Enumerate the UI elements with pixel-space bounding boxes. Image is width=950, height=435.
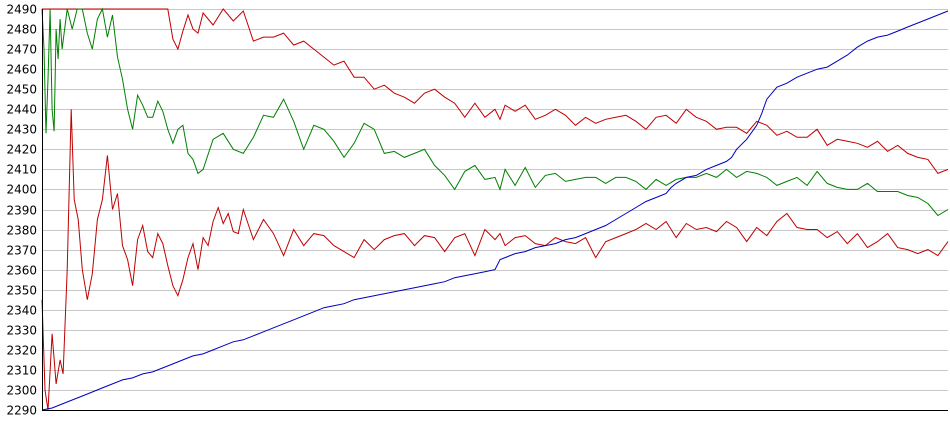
grid-lines	[42, 9, 948, 411]
y-tick-label: 2300	[6, 384, 37, 398]
series-line-4	[41, 10, 949, 411]
y-tick-label: 2460	[6, 63, 37, 77]
y-tick-label: 2470	[6, 43, 37, 57]
y-tick-label: 2440	[6, 103, 37, 117]
y-tick-label: 2410	[6, 163, 37, 177]
y-tick-label: 2290	[6, 404, 37, 418]
y-tick-label: 2430	[6, 123, 37, 137]
series-line-3	[41, 7, 949, 217]
series-line-2	[42, 8, 949, 175]
y-tick-label: 2320	[6, 344, 37, 358]
y-tick-label: 2330	[6, 324, 37, 338]
y-tick-label: 2360	[6, 264, 37, 278]
y-axis-tick-labels: 2290 2300 2310 2320 2330 2340 2350 2360 2370 2380…	[6, 3, 37, 418]
y-tick-label: 2400	[6, 183, 37, 197]
y-tick-label: 2350	[6, 284, 37, 298]
series-line-1	[41, 109, 949, 411]
y-tick-label: 2480	[6, 23, 37, 37]
y-tick-label: 2420	[6, 143, 37, 157]
y-tick-label: 2390	[6, 204, 37, 218]
y-tick-label: 2450	[6, 83, 37, 97]
y-tick-label: 2340	[6, 304, 37, 318]
y-tick-label: 2370	[6, 244, 37, 258]
series-lines	[41, 7, 949, 411]
y-tick-label: 2380	[6, 224, 37, 238]
y-tick-label: 2490	[6, 3, 37, 17]
y-tick-label: 2310	[6, 364, 37, 378]
